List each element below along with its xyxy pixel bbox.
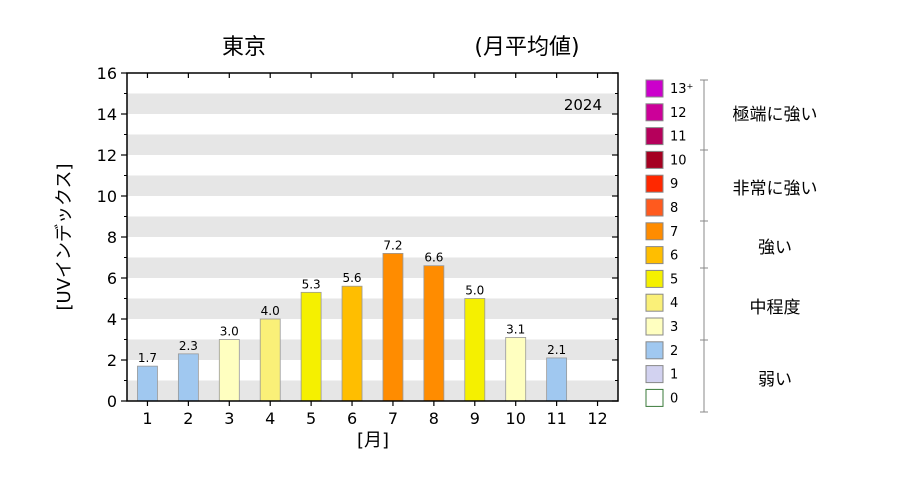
bar-month-11: [546, 357, 568, 402]
bar-month-2: [177, 353, 199, 402]
legend-level-label: 11: [670, 130, 687, 145]
grid-band: [127, 380, 618, 401]
bar-value-label: 6.6: [424, 251, 443, 265]
bar-value-label: 5.6: [342, 271, 361, 285]
x-tick-label: 4: [265, 409, 275, 428]
x-tick-label: 7: [388, 409, 398, 428]
chart-title-subtitle: (月平均値): [474, 35, 579, 60]
legend-level-label: 13⁺: [670, 82, 693, 97]
legend-level-label: 12: [670, 106, 687, 121]
legend-level-label: 10: [670, 153, 687, 168]
bar-month-5: [300, 291, 322, 402]
grid-band: [127, 216, 618, 237]
legend-swatch: [645, 365, 664, 384]
legend-level-label: 7: [670, 225, 678, 240]
x-tick-label: 3: [224, 409, 234, 428]
bar-value-label: 5.0: [465, 284, 484, 298]
legend-level-label: 5: [670, 272, 678, 287]
bar-value-label: 3.1: [506, 322, 525, 336]
x-tick-label: 1: [142, 409, 152, 428]
x-tick-label: 2: [183, 409, 193, 428]
y-tick-label: 4: [107, 310, 117, 329]
legend-category-label: 強い: [758, 238, 792, 258]
grid-band: [127, 257, 618, 278]
legend-level-label: 2: [670, 344, 678, 359]
grid-band: [127, 93, 618, 114]
y-tick-label: 2: [107, 351, 117, 370]
y-tick-label: 14: [97, 105, 117, 124]
bar-value-label: 2.1: [547, 343, 566, 357]
legend-category-label: 中程度: [750, 298, 801, 318]
bar-value-label: 4.0: [261, 304, 280, 318]
bar-month-3: [218, 339, 240, 402]
grid-band: [127, 339, 618, 360]
bar-value-label: 7.2: [383, 238, 402, 252]
x-tick-label: 11: [546, 409, 566, 428]
legend-swatch: [645, 317, 664, 336]
bar-value-label: 3.0: [220, 325, 239, 339]
year-label: 2024: [564, 96, 602, 114]
legend-level-label: 0: [670, 391, 678, 406]
grid-band: [127, 298, 618, 319]
y-tick-label: 12: [97, 146, 117, 165]
legend-swatch: [645, 269, 664, 288]
y-tick-label: 6: [107, 269, 117, 288]
legend-level-label: 4: [670, 296, 678, 311]
plot-area: 1.7 2.3 3.0 4.0 5.3 5.6 7.2 6.6 5.0 3.1 2.1 0 2 4 6 8 10…: [97, 64, 619, 428]
y-axis-label: [UVインデックス]: [54, 164, 75, 311]
legend-swatch: [645, 127, 664, 146]
grid-band: [127, 134, 618, 155]
y-tick-label: 10: [97, 187, 117, 206]
legend-level-label: 9: [670, 177, 678, 192]
bar-month-4: [259, 318, 281, 402]
legend-swatch: [645, 388, 664, 407]
x-tick-label: 12: [587, 409, 607, 428]
bar-value-label: 1.7: [138, 351, 157, 365]
x-tick-label: 6: [347, 409, 357, 428]
x-tick-label: 9: [470, 409, 480, 428]
grid-band: [127, 175, 618, 196]
legend-swatch: [645, 103, 664, 122]
bar-value-label: 2.3: [179, 339, 198, 353]
y-tick-label: 8: [107, 228, 117, 247]
legend-swatch: [645, 341, 664, 360]
legend-category-label: 弱い: [758, 370, 792, 390]
bar-month-8: [423, 265, 445, 402]
legend-swatch: [645, 222, 664, 241]
legend-swatch: [645, 174, 664, 193]
y-tick-label: 16: [97, 64, 117, 83]
y-tick-label: 0: [107, 392, 117, 411]
legend-category-label: 極端に強い: [733, 105, 818, 125]
x-tick-label: 8: [429, 409, 439, 428]
legend-swatch: [645, 150, 664, 169]
bar-value-label: 5.3: [302, 277, 321, 291]
legend-level-label: 3: [670, 320, 678, 335]
chart-title-location: 東京: [222, 35, 266, 60]
bar-month-1: [137, 365, 158, 402]
legend-swatch: [645, 246, 664, 265]
bar-month-9: [464, 298, 486, 402]
x-axis-label: [月]: [357, 430, 389, 451]
legend-swatch: [645, 198, 664, 217]
legend-swatch: [645, 79, 664, 98]
bar-month-7: [382, 252, 404, 402]
legend-level-label: 8: [670, 201, 678, 216]
bar-month-10: [505, 337, 527, 402]
legend-level-label: 6: [670, 249, 678, 264]
legend-level-label: 1: [670, 368, 678, 383]
legend-swatch: [645, 293, 664, 312]
x-tick-label: 10: [506, 409, 526, 428]
x-tick-label: 5: [306, 409, 316, 428]
legend-category-label: 非常に強い: [733, 179, 818, 199]
bar-month-6: [341, 285, 363, 402]
